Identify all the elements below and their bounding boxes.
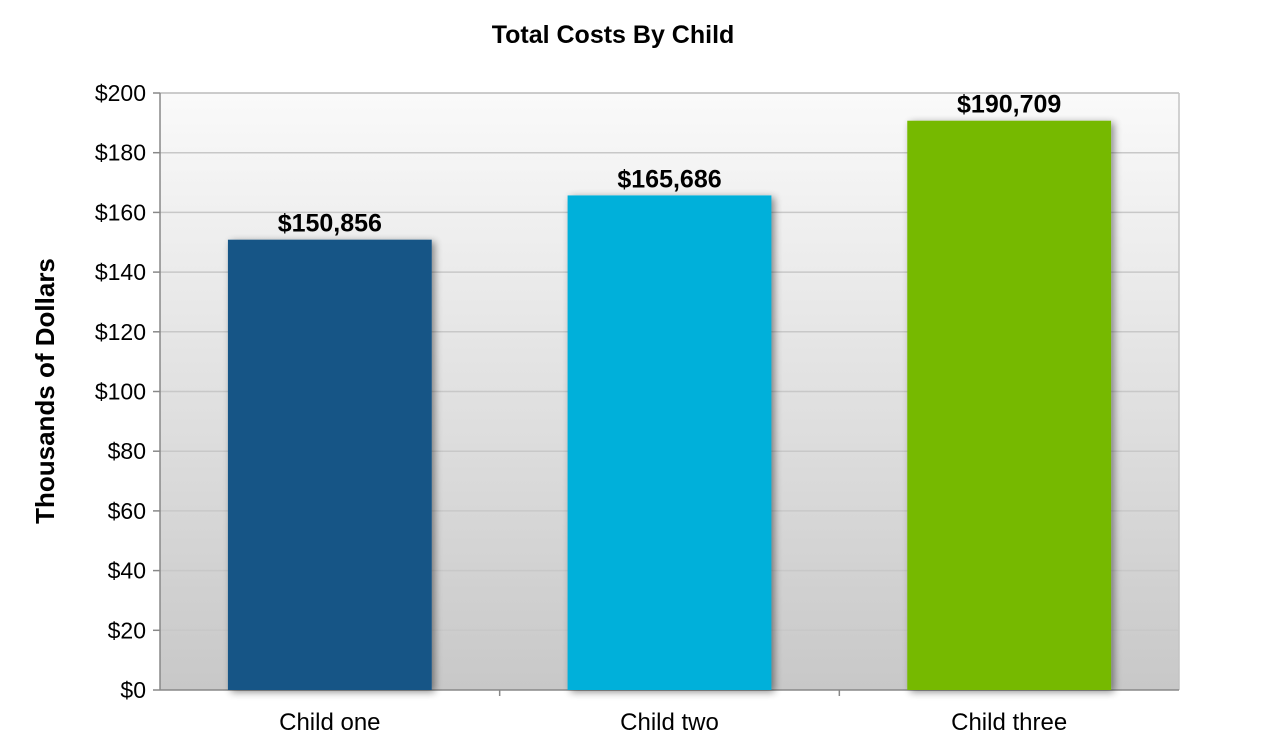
chart-title: Total Costs By Child [492,21,735,49]
y-tick-label: $120 [95,319,146,345]
y-tick-label: $140 [95,259,146,285]
x-tick-label: Child two [620,709,719,736]
data-label: $165,686 [617,165,721,193]
y-tick-label: $180 [95,140,146,166]
y-tick-label: $80 [108,438,146,464]
bars [227,120,1112,691]
y-tick-label: $200 [95,80,146,106]
data-label: $150,856 [278,210,382,238]
y-tick-label: $100 [95,379,146,405]
y-tick-label: $60 [108,498,146,524]
bar-child-three [907,120,1112,690]
x-tick-label: Child one [279,709,380,736]
y-tick-label: $0 [120,677,146,703]
y-tick-label: $160 [95,199,146,225]
bar-child-two [567,195,772,690]
y-tick-label: $40 [108,558,146,584]
y-tick-label: $20 [108,617,146,643]
y-axis-ticks: $0 $20 $40 $60 $80 $100 $120 $140 $160 $180 $200 [95,80,146,703]
data-label: $190,709 [957,91,1061,119]
x-axis-ticks: Child one Child two Child three [279,709,1067,736]
y-axis-label: Thousands of Dollars [30,258,60,524]
data-labels: $150,856 $165,686 $190,709 [278,91,1062,238]
bar-child-one [227,239,432,691]
x-tick-label: Child three [951,709,1067,736]
